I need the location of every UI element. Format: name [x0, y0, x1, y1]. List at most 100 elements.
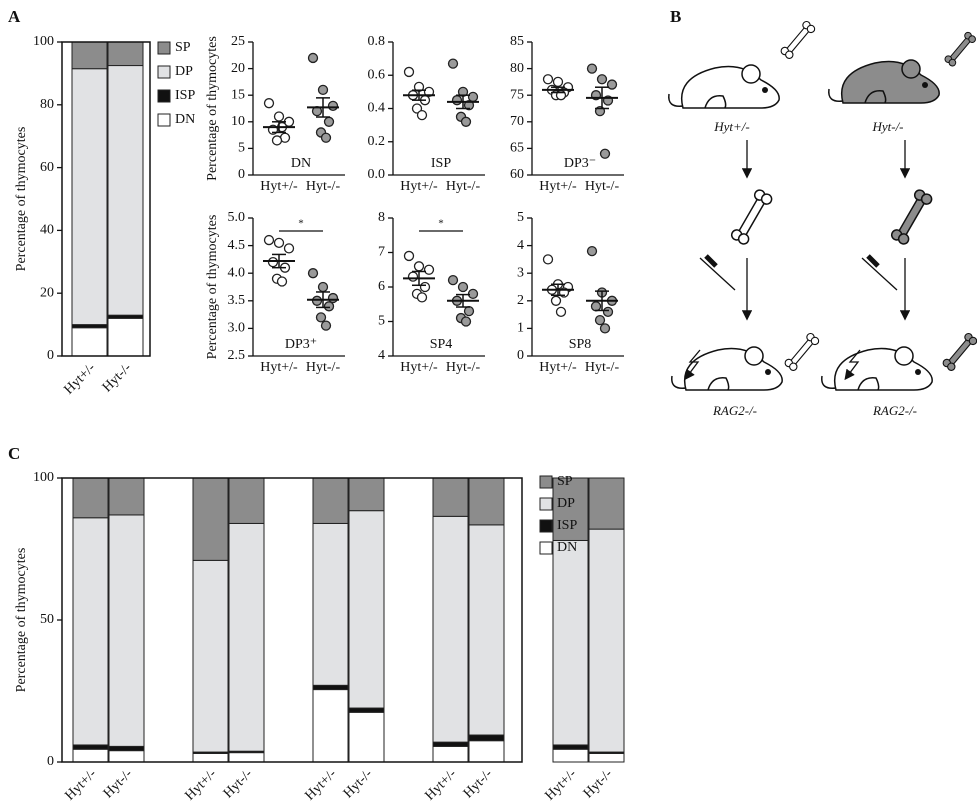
diagram-label: RAG2-/- [712, 403, 757, 418]
y-tick-label: 75 [510, 87, 524, 102]
bar-segment [433, 742, 468, 746]
bone [942, 332, 977, 372]
data-point [601, 149, 610, 158]
bone [784, 332, 821, 372]
x-tick-label: Hyt-/- [100, 360, 135, 395]
bar-segment [469, 741, 504, 762]
data-point [322, 321, 331, 330]
legend-label: ISP [175, 88, 195, 103]
data-point [425, 265, 434, 274]
y-tick-label: 100 [33, 470, 54, 485]
bone [944, 31, 977, 67]
legend-label: DN [175, 112, 195, 127]
bar-segment [229, 753, 264, 762]
panel-title: DN [291, 156, 311, 171]
x-tick-label: Hyt-/- [306, 360, 341, 375]
data-point [278, 277, 287, 286]
bar-segment [589, 478, 624, 529]
bar-segment [108, 318, 143, 356]
x-tick-label: Hyt-/- [585, 179, 620, 194]
panel-title: ISP [431, 156, 451, 171]
legend-swatch [158, 90, 170, 102]
data-point [453, 96, 462, 105]
bone [730, 188, 774, 245]
syringe [700, 256, 897, 290]
y-tick-label: 3.5 [228, 293, 246, 308]
bar-segment [553, 749, 588, 762]
bar-segment [229, 523, 264, 751]
bar-segment [72, 42, 107, 69]
legend-label: SP [557, 474, 573, 489]
bar-segment [108, 42, 143, 66]
data-point [598, 75, 607, 84]
data-point [317, 313, 326, 322]
bar-segment [349, 478, 384, 511]
x-tick-label: Hyt+/- [400, 179, 438, 194]
data-point [449, 59, 458, 68]
data-point [405, 67, 414, 76]
x-tick-label: Hyt+/- [539, 179, 577, 194]
y-tick-label: 25 [231, 34, 245, 49]
panel-title: DP3⁺ [285, 337, 317, 352]
legend-swatch [158, 66, 170, 78]
x-tick-label: Hyt+/- [303, 766, 340, 803]
y-tick-label: 2 [517, 293, 524, 308]
bar-segment [193, 753, 228, 762]
x-tick-label: Hyt-/- [585, 360, 620, 375]
bar-segment [73, 745, 108, 749]
y-tick-label: 5 [238, 141, 245, 156]
y-tick-label: 3 [517, 265, 524, 280]
panel-label: C [8, 444, 20, 463]
bar-segment [109, 515, 144, 746]
panel-label: A [8, 7, 21, 26]
data-point [285, 244, 294, 253]
y-tick-label: 40 [40, 223, 54, 238]
significance-label: * [438, 218, 444, 230]
y-axis-label: Percentage of thymocytes [14, 548, 29, 693]
data-point [275, 238, 284, 247]
data-point [319, 283, 328, 292]
y-tick-label: 80 [40, 97, 54, 112]
data-point [418, 111, 427, 120]
diagram-label: Hyt+/- [713, 119, 749, 134]
y-tick-label: 6 [378, 279, 385, 294]
y-tick-label: 7 [378, 245, 385, 260]
data-point [459, 283, 468, 292]
data-point [601, 324, 610, 333]
x-tick-label: Hyt+/- [539, 360, 577, 375]
data-point [465, 307, 474, 316]
diagram-label: RAG2-/- [872, 403, 917, 418]
data-point [275, 112, 284, 121]
y-tick-label: 5 [378, 314, 385, 329]
data-point [265, 99, 274, 108]
significance-label: * [298, 218, 304, 230]
bar-segment [313, 685, 348, 689]
bar-segment [109, 746, 144, 750]
y-axis-label: Percentage of thymocytes [205, 36, 220, 181]
bar-segment [553, 540, 588, 744]
legend-swatch [540, 542, 552, 554]
x-tick-label: Hyt-/- [446, 360, 481, 375]
data-point [415, 262, 424, 271]
bar-segment [589, 529, 624, 752]
bar-segment [73, 478, 108, 518]
data-point [273, 136, 282, 145]
mouse [829, 60, 939, 103]
y-tick-label: 65 [510, 141, 524, 156]
y-axis-label: Percentage of thymocytes [205, 215, 220, 360]
y-tick-label: 3.0 [228, 321, 246, 336]
data-point [588, 64, 597, 73]
y-tick-label: 4 [378, 348, 385, 363]
data-point [557, 307, 566, 316]
y-tick-label: 5 [517, 210, 524, 225]
data-point [544, 255, 553, 264]
y-tick-label: 50 [40, 612, 54, 627]
data-point [418, 293, 427, 302]
x-tick-label: Hyt-/- [341, 766, 376, 801]
data-point [552, 296, 561, 305]
mouse [672, 347, 782, 390]
y-tick-label: 4.0 [228, 265, 246, 280]
y-tick-label: 80 [510, 61, 524, 76]
data-point [265, 236, 274, 245]
mouse [669, 65, 779, 108]
